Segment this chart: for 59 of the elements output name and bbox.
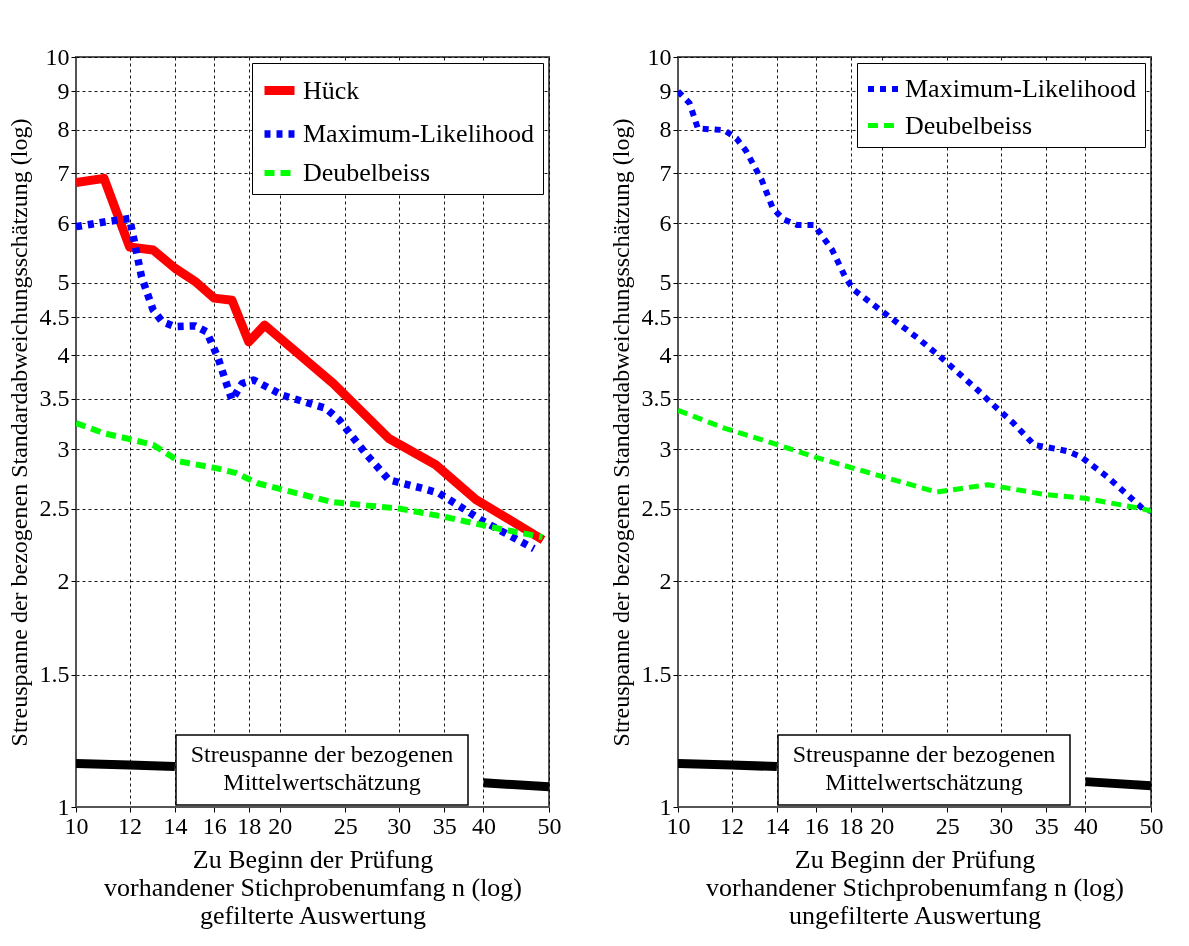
- x-tick-label: 16: [202, 812, 227, 839]
- x-axis-title: Zu Beginn der Prüfung vorhandener Stichprobenumfang n (log) gefilterte Auswertung: [103, 844, 523, 930]
- y-tick-label: 3.5: [641, 385, 672, 412]
- legend-label: Hück: [303, 75, 360, 105]
- annotation: Streuspanne der bezogenen Mittelwertschätzung: [792, 741, 1056, 795]
- y-tick-label: 10: [647, 43, 672, 70]
- y-tick-label: 4: [659, 341, 672, 368]
- x-tick-label: 30: [989, 812, 1014, 839]
- x-tick-label: 50: [1139, 812, 1164, 839]
- x-tick-label: 30: [387, 812, 412, 839]
- x-tick-label: 40: [1073, 812, 1098, 839]
- y-tick-label: 3: [659, 435, 672, 462]
- y-tick-label: 3.5: [39, 385, 70, 412]
- x-tick-label: 18: [839, 812, 864, 839]
- legend-label: Deubelbeiss: [905, 110, 1033, 140]
- y-tick-label: 1: [57, 793, 70, 820]
- y-tick-label: 4.5: [39, 303, 70, 330]
- x-tick-label: 50: [537, 812, 562, 839]
- y-tick-label: 1.5: [39, 661, 70, 688]
- y-tick-label: 8: [659, 116, 672, 143]
- x-tick-label: 20: [870, 812, 895, 839]
- y-tick-label: 1: [659, 793, 672, 820]
- x-tick-label: 40: [471, 812, 496, 839]
- y-tick-label: 8: [57, 116, 70, 143]
- y-tick-label: 6: [659, 209, 672, 236]
- annotation: Streuspanne der bezogenen Mittelwertschätzung: [190, 741, 454, 795]
- x-tick-label: 12: [118, 812, 143, 839]
- y-tick-label: 1.5: [641, 661, 672, 688]
- x-tick-label: 25: [935, 812, 960, 839]
- y-tick-label: 7: [57, 159, 70, 186]
- y-axis-title: Streuspanne der bezogenen Standardabweichungsschätzung (log): [607, 118, 634, 747]
- y-tick-label: 6: [57, 209, 70, 236]
- x-tick-label: 14: [163, 812, 188, 839]
- legend-label: Deubelbeiss: [303, 158, 431, 187]
- y-tick-label: 2.5: [39, 495, 70, 522]
- y-tick-label: 7: [659, 159, 672, 186]
- x-axis-title: Zu Beginn der Prüfung vorhandener Stichprobenumfang n (log) ungefilterte Auswertung: [705, 844, 1125, 930]
- y-tick-label: 2.5: [641, 495, 672, 522]
- y-tick-label: 2: [57, 567, 70, 594]
- x-tick-label: 14: [765, 812, 790, 839]
- x-tick-label: 35: [1034, 812, 1059, 839]
- x-tick-label: 20: [268, 812, 293, 839]
- y-tick-label: 5: [57, 269, 70, 296]
- x-tick-label: 18: [237, 812, 262, 839]
- x-tick-label: 12: [720, 812, 745, 839]
- legend-label: Maximum-Likelihood: [905, 74, 1137, 103]
- legend-label: Maximum-Likelihood: [303, 119, 535, 148]
- y-tick-label: 4.5: [641, 303, 672, 330]
- y-axis-title: Streuspanne der bezogenen Standardabweichungsschätzung (log): [5, 118, 32, 747]
- y-tick-label: 2: [659, 567, 672, 594]
- y-tick-label: 9: [659, 77, 672, 104]
- y-tick-label: 4: [57, 341, 70, 368]
- y-tick-label: 9: [57, 77, 70, 104]
- y-tick-label: 10: [45, 43, 70, 70]
- x-tick-label: 16: [804, 812, 829, 839]
- y-tick-label: 5: [659, 269, 672, 296]
- x-tick-label: 35: [432, 812, 457, 839]
- y-tick-label: 3: [57, 435, 70, 462]
- x-tick-label: 25: [333, 812, 358, 839]
